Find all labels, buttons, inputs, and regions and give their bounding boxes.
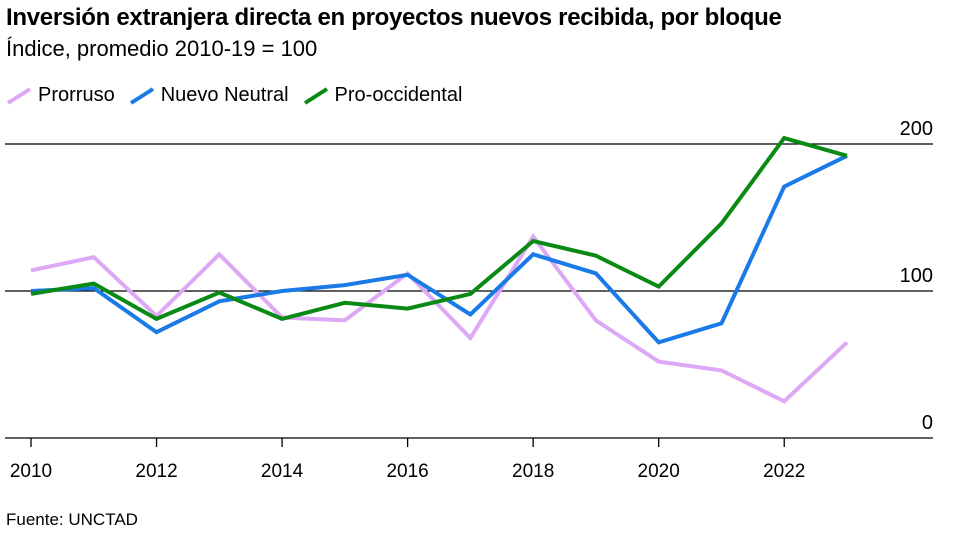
chart-title: Inversión extranjera directa en proyecto…	[6, 4, 782, 31]
series-lines	[30, 135, 849, 404]
series-line-nuevo-neutral	[30, 154, 848, 345]
source-note: Fuente: UNCTAD	[6, 510, 138, 529]
series-line-pro-occidental	[30, 135, 848, 322]
chart-subtitle: Índice, promedio 2010-19 = 100	[6, 36, 318, 61]
legend-label-prorruso: Prorruso	[38, 84, 115, 106]
x-axis: 2010 2012 2014 2016 2018 2020 2022	[10, 438, 805, 482]
legend-item-nuevo-neutral: Nuevo Neutral	[129, 84, 289, 107]
y-tick-label-100: 100	[900, 265, 933, 287]
legend-swatch-nuevo-neutral	[129, 86, 154, 105]
y-tick-label-200: 200	[900, 118, 933, 140]
legend-swatch-pro-occidental	[303, 86, 328, 105]
x-tick-label-2012: 2012	[135, 461, 177, 482]
x-tick-label-2020: 2020	[638, 461, 680, 482]
legend-item-prorruso: Prorruso	[6, 84, 115, 107]
legend-label-pro-occidental: Pro-occidental	[334, 84, 463, 106]
x-tick-label-2018: 2018	[512, 461, 554, 482]
series-line-prorruso	[30, 233, 849, 404]
x-tick-label-2010: 2010	[10, 461, 52, 482]
legend-label-nuevo-neutral: Nuevo Neutral	[160, 84, 289, 106]
y-tick-label-0: 0	[922, 412, 933, 434]
x-tick-label-2016: 2016	[386, 461, 428, 482]
x-tick-label-2014: 2014	[261, 461, 304, 482]
x-tick-label-2022: 2022	[763, 461, 805, 482]
y-axis-tick-labels: 0 100 200	[900, 118, 933, 434]
legend-swatch-prorruso	[6, 86, 32, 105]
legend: Prorruso Nuevo Neutral Pro-occidental	[6, 84, 476, 107]
legend-item-pro-occidental: Pro-occidental	[303, 84, 463, 107]
